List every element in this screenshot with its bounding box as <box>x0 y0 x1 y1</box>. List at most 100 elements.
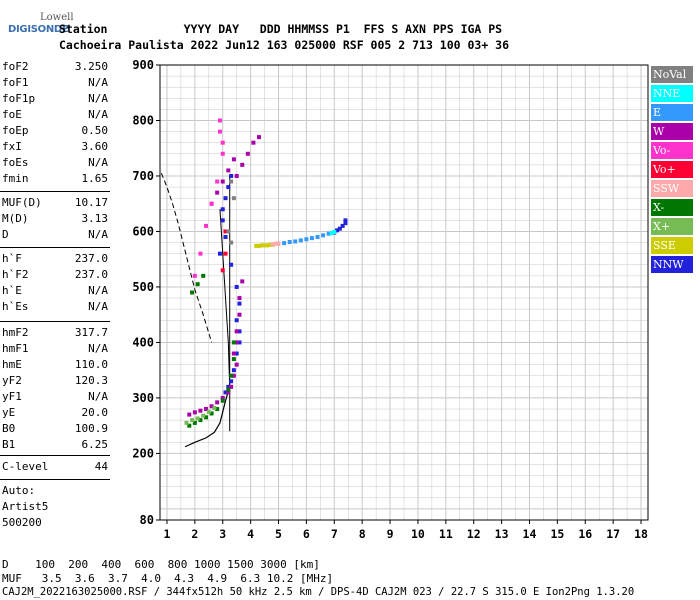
echo-point-w <box>226 390 231 395</box>
param-label: MUF(D) <box>2 196 42 209</box>
param-row: hmF2 317.7 <box>2 326 108 342</box>
echo-point-w <box>220 395 225 400</box>
echo-point-w <box>234 362 239 367</box>
param-label: h`F2 <box>2 268 29 281</box>
legend-item-noval: NoVal <box>651 66 693 83</box>
echo-point-e <box>298 238 303 243</box>
param-value: N/A <box>88 108 108 121</box>
echo-point-x- <box>215 407 220 412</box>
echo-point-vo- <box>198 251 203 256</box>
param-row: B0 100.9 <box>2 422 108 438</box>
dashed-curve <box>160 173 213 343</box>
x-tick-label: 8 <box>359 527 366 541</box>
param-label: B1 <box>2 438 16 451</box>
footer-distance-row: D 100 200 400 600 800 1000 1500 3000 [km… <box>2 558 320 571</box>
echo-point-nnw <box>335 228 340 233</box>
echo-point-e <box>326 231 331 236</box>
param-label: hmF1 <box>2 342 29 355</box>
param-row: yE 20.0 <box>2 406 108 422</box>
param-row: C-level 44 <box>2 460 108 476</box>
echo-point-w <box>231 157 236 162</box>
echo-point-noval <box>231 196 236 201</box>
param-row: foF2 3.250 <box>2 60 108 76</box>
echo-point-nnw <box>340 223 345 228</box>
param-label: hmE <box>2 358 22 371</box>
param-row: hmF1 N/A <box>2 342 108 358</box>
echo-point-ssw <box>270 242 275 247</box>
echo-point-sse <box>256 243 261 248</box>
profile-curve <box>184 387 231 448</box>
legend-item-nne: NNE <box>651 85 693 102</box>
legend-item-ssw: SSW <box>651 180 693 197</box>
grid-layer <box>160 65 648 520</box>
param-row: yF1 N/A <box>2 390 108 406</box>
echo-point-vo- <box>220 151 225 156</box>
param-row: yF2 120.3 <box>2 374 108 390</box>
echo-point-noval <box>229 240 234 245</box>
x-tick-label: 5 <box>275 527 282 541</box>
echo-point-e <box>282 241 287 246</box>
param-row: B1 6.25 <box>2 438 108 454</box>
legend-item-x-: X+ <box>651 218 693 235</box>
curve-layer <box>160 173 231 448</box>
echo-point-x- <box>192 420 197 425</box>
param-row: foF1p N/A <box>2 92 108 108</box>
echo-point-nnw <box>223 235 228 240</box>
profile-upper-curve <box>219 209 231 389</box>
echo-point-sse <box>254 243 259 248</box>
echo-point-w <box>204 407 209 412</box>
y-tick-label: 600 <box>132 224 154 238</box>
echo-point-x- <box>195 416 200 421</box>
echo-point-vo- <box>192 273 197 278</box>
echo-point-vo- <box>223 229 228 234</box>
echo-point-ssw <box>273 241 278 246</box>
x-tick-label: 15 <box>550 527 564 541</box>
x-tick-label: 18 <box>634 527 648 541</box>
param-label: foEs <box>2 156 29 169</box>
x-tick-label: 4 <box>247 527 254 541</box>
param-value: N/A <box>88 390 108 403</box>
echo-point-vo- <box>217 129 222 134</box>
param-label: M(D) <box>2 212 29 225</box>
echo-point-w <box>240 279 245 284</box>
echo-point-nnw <box>234 284 239 289</box>
param-label: foF1p <box>2 92 36 105</box>
x-tick-label: 11 <box>439 527 453 541</box>
echo-point-x- <box>231 357 236 362</box>
param-row: h`F2 237.0 <box>2 268 108 284</box>
x-tick-label: 17 <box>606 527 620 541</box>
echo-point-nnw <box>229 173 234 178</box>
param-label: D <box>2 228 9 241</box>
param-value: 317.7 <box>74 326 108 339</box>
x-tick-label: 13 <box>495 527 509 541</box>
autoscale-artist: Artist5 <box>2 500 49 513</box>
echo-point-nnw <box>220 207 225 212</box>
echo-point-x- <box>212 405 217 410</box>
param-label: B0 <box>2 422 16 435</box>
x-tick-label: 6 <box>303 527 310 541</box>
echo-point-nne <box>332 230 337 235</box>
param-row: D N/A <box>2 228 108 244</box>
echo-point-vo- <box>217 118 222 123</box>
x-tick-label: 7 <box>331 527 338 541</box>
header-row-1: Station YYYY DAY DDD HHMMSS P1 FFS S AXN… <box>59 22 503 36</box>
logo-digisonde-text: DIGISONDE <box>8 24 69 35</box>
param-row: h`E N/A <box>2 284 108 300</box>
x-tick-label: 2 <box>191 527 198 541</box>
echo-point-nnw <box>226 384 231 389</box>
footer-muf-row: MUF 3.5 3.6 3.7 4.0 4.3 4.9 6.3 10.2 [MH… <box>2 572 334 585</box>
echo-point-x- <box>187 423 192 428</box>
param-row: h`F 237.0 <box>2 252 108 268</box>
echo-point-w <box>234 340 239 345</box>
echo-point-sse <box>268 242 273 247</box>
param-separator <box>0 247 110 248</box>
echo-point-nnw <box>237 329 242 334</box>
echo-point-nnw <box>237 340 242 345</box>
echo-point-sse <box>262 243 267 248</box>
x-tick-label: 9 <box>387 527 394 541</box>
param-value: N/A <box>88 156 108 169</box>
echo-point-w <box>234 329 239 334</box>
param-value: N/A <box>88 76 108 89</box>
echo-point-nnw <box>226 185 231 190</box>
legend-item-nnw: NNW <box>651 256 693 273</box>
